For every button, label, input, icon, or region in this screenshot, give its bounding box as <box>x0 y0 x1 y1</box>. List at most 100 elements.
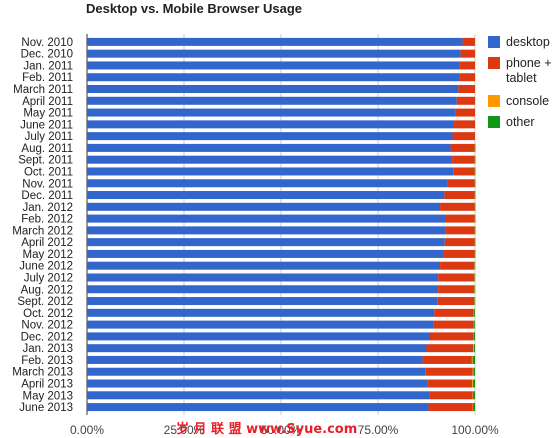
bar-segment <box>87 143 451 152</box>
bar-segment <box>473 391 475 400</box>
bar-segment <box>452 132 475 141</box>
bar-segment <box>87 273 439 282</box>
bar-segment <box>87 108 456 117</box>
bar-segment <box>474 285 476 294</box>
category-label: March 2013 <box>12 367 73 379</box>
bar-segment <box>473 332 475 341</box>
bar-segment <box>459 61 475 70</box>
bar-segment <box>87 320 434 329</box>
bar-segment <box>87 37 463 46</box>
bar-segment <box>474 261 475 270</box>
bar-segment <box>452 155 475 164</box>
category-label: Jan. 2011 <box>23 60 73 72</box>
bar-segment <box>427 379 473 388</box>
category-label: Dec. 2011 <box>21 190 73 202</box>
bar-segment <box>443 249 475 258</box>
bar-segment <box>87 202 441 211</box>
bar-segment <box>87 96 457 105</box>
bar-segment <box>474 143 476 152</box>
bar-segment <box>472 391 474 400</box>
bar-segment <box>87 355 423 364</box>
bar-segment <box>87 332 430 341</box>
category-label: May 2013 <box>22 390 73 402</box>
x-tick-label: 75.00% <box>358 423 399 437</box>
legend-label: desktop <box>506 35 550 49</box>
bar-segment <box>474 179 476 188</box>
bars <box>87 37 476 412</box>
category-label: June 2012 <box>19 261 73 273</box>
bar-segment <box>445 226 475 235</box>
bar-segment <box>473 308 475 317</box>
bar-segment <box>474 285 475 294</box>
category-label: Oct. 2011 <box>24 166 73 178</box>
x-tick-label: 0.00% <box>70 423 104 437</box>
bar-segment <box>87 285 439 294</box>
bar-segment <box>87 238 445 247</box>
bar-segment <box>426 344 474 353</box>
bar-segment <box>450 143 475 152</box>
legend-label: phone + tablet <box>506 56 552 85</box>
bar-segment <box>473 403 475 412</box>
bar-segment <box>87 73 460 82</box>
bar-segment <box>87 85 459 94</box>
category-label: June 2013 <box>19 402 73 414</box>
bar-segment <box>433 320 474 329</box>
bar-segment <box>453 167 475 176</box>
bar-segment <box>455 108 475 117</box>
category-label: March 2012 <box>12 225 73 237</box>
bar-segment <box>472 379 474 388</box>
bar-segment <box>87 132 453 141</box>
bar-segment <box>474 261 476 270</box>
bar-segment <box>444 238 475 247</box>
category-label: Dec. 2010 <box>21 49 73 61</box>
bar-segment <box>474 297 476 306</box>
bar-segment <box>474 297 475 306</box>
bar-segment <box>438 285 475 294</box>
category-label: Dec. 2012 <box>21 331 73 343</box>
category-label: Nov. 2011 <box>22 178 73 190</box>
bar-segment <box>456 96 475 105</box>
x-tick-label: 50.00% <box>261 423 302 437</box>
category-label: Jan. 2012 <box>22 202 73 214</box>
bar-segment <box>473 344 475 353</box>
chart-title: Desktop vs. Mobile Browser Usage <box>86 1 303 16</box>
bar-segment <box>422 355 472 364</box>
bar-segment <box>473 320 475 329</box>
category-label: Jan. 2013 <box>22 343 73 355</box>
bar-segment <box>87 367 426 376</box>
category-label: Nov. 2010 <box>21 37 73 49</box>
category-label: July 2011 <box>25 131 73 143</box>
bar-segment <box>447 179 475 188</box>
bar-segment <box>458 85 475 94</box>
bar-segment <box>474 214 476 223</box>
bar-segment <box>454 120 475 129</box>
bar-segment <box>474 308 475 317</box>
legend-swatch <box>488 36 500 48</box>
category-label: June 2011 <box>20 119 73 131</box>
category-label: Aug. 2011 <box>21 143 73 155</box>
bar-segment <box>87 391 430 400</box>
category-label: April 2012 <box>21 237 73 249</box>
category-label: Aug. 2012 <box>21 284 73 296</box>
bar-segment <box>474 273 476 282</box>
x-axis-ticks: 0.00% 25.00% 50.00% 75.00% 100.00% <box>70 423 499 437</box>
bar-segment <box>474 155 476 164</box>
bar-segment <box>437 297 475 306</box>
legend-swatch <box>488 57 500 69</box>
bar-segment <box>87 214 446 223</box>
bar-segment <box>428 403 473 412</box>
legend-swatch <box>488 116 500 128</box>
bar-segment <box>434 308 474 317</box>
bar-segment <box>87 261 441 270</box>
bar-segment <box>87 155 453 164</box>
legend-label: console <box>506 94 549 108</box>
bar-segment <box>87 403 429 412</box>
legend-swatch <box>488 95 500 107</box>
watermark-text: 岁 月 联 盟 www.Syue.com <box>176 421 357 437</box>
bar-segment <box>460 49 475 58</box>
bar-segment <box>87 308 435 317</box>
bar-segment <box>87 167 454 176</box>
category-label: May 2012 <box>22 249 73 261</box>
